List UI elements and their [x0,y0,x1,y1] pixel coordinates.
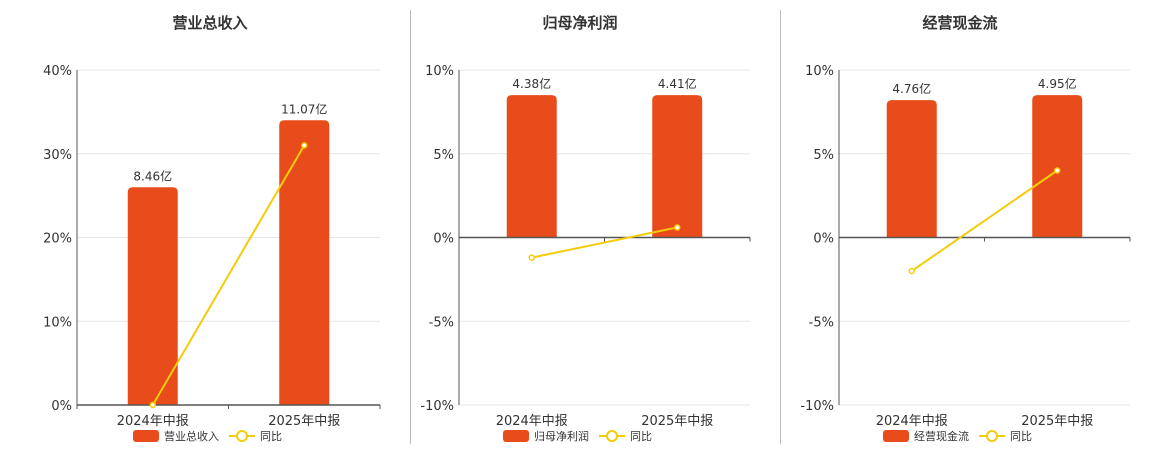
legend: 归母净利润 同比 [503,429,652,443]
x-category-label: 2024年中报 [876,414,948,429]
y-tick-label: 5% [813,148,834,163]
panel-divider [410,10,411,444]
y-tick-label: -5% [429,315,454,330]
bar-value-label: 4.76亿 [892,81,931,96]
y-tick-label: -10% [420,399,454,414]
y-tick-label: 0% [813,232,834,247]
legend-line-label: 同比 [1010,430,1032,443]
yoy-point-1 [528,254,535,261]
legend-bar-swatch [883,430,909,442]
chart-title: 经营现金流 [922,14,997,32]
legend-line-marker [236,430,248,442]
chart-panel-1: 营业总收入 0% 10% 20% 30% 40% 8.46亿 11.07亿 2024年中报 202… [43,14,381,443]
chart-title: 归母净利润 [542,14,617,32]
yoy-line [531,226,678,259]
bar-value-label: 11.07亿 [281,101,327,116]
chart-panel-3: 经营现金流 -10% -5% 0% 5% 10% 4.76亿 4.95亿 2024年中报 2025… [800,14,1131,443]
legend-bar-swatch [133,430,159,442]
y-tick-label: 10% [805,64,834,79]
y-tick-label: -5% [809,315,834,330]
chart-panel-2: 归母净利润 -10% -5% 0% 5% 10% 4.38亿 4.41亿 2024年中报 2025… [420,14,751,443]
y-tick-label: 30% [43,148,72,163]
yoy-point-1 [908,267,915,275]
x-category-label: 2024年中报 [117,414,189,429]
bar-2 [1032,95,1083,238]
x-category-label: 2025年中报 [641,414,713,429]
yoy-line [911,169,1058,272]
bar-1 [886,100,937,238]
legend-line-label: 同比 [260,430,282,443]
y-tick-label: -10% [800,399,834,414]
yoy-point-1 [149,401,156,409]
y-tick-label: 0% [51,399,72,414]
y-tick-label: 40% [43,64,72,79]
bar-value-label: 4.95亿 [1038,76,1077,91]
bar-1 [506,95,557,238]
legend: 经营现金流 同比 [883,429,1032,443]
legend-line-marker [986,430,998,442]
y-tick-label: 10% [425,64,454,79]
legend-bar-swatch [503,430,529,442]
bar-value-label: 8.46亿 [133,168,172,183]
yoy-point-2 [674,224,681,231]
yoy-point-2 [1054,167,1061,174]
bar-1 [127,187,178,405]
y-tick-label: 0% [433,232,454,247]
legend-line-marker [606,430,618,442]
y-tick-label: 10% [43,315,72,330]
legend-line-label: 同比 [630,430,652,443]
yoy-point-2 [301,142,308,149]
y-tick-label: 5% [433,148,454,163]
y-tick-label: 20% [43,232,72,247]
bar-2 [652,95,703,238]
x-category-label: 2025年中报 [268,414,340,429]
bar-value-label: 4.41亿 [658,76,697,91]
x-category-label: 2025年中报 [1021,414,1093,429]
legend-bar-label: 归母净利润 [534,429,589,443]
x-category-label: 2024年中报 [496,414,568,429]
bar-value-label: 4.38亿 [512,76,551,91]
chart-title: 营业总收入 [172,14,247,32]
panel-divider [780,10,781,444]
legend-bar-label: 经营现金流 [914,429,969,443]
legend-bar-label: 营业总收入 [164,429,219,443]
bar-2 [279,120,330,405]
yoy-line [151,144,306,406]
legend: 营业总收入 同比 [133,429,282,443]
